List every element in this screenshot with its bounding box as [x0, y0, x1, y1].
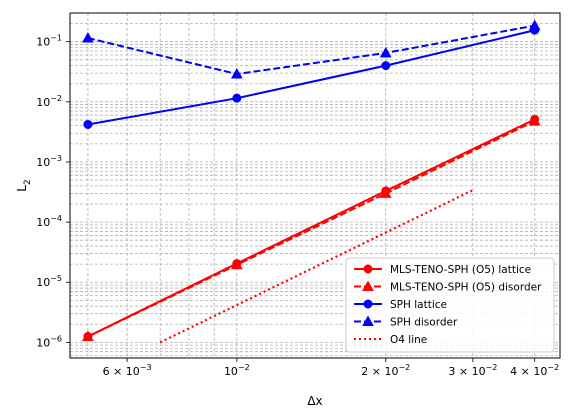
- y-tick-label: 10−4: [36, 214, 62, 229]
- data-point: [381, 61, 391, 71]
- series-1: [82, 114, 541, 342]
- legend: MLS-TENO-SPH (O5) lattice MLS-TENO-SPH (O…: [345, 257, 555, 353]
- legend-label: O4 line: [390, 334, 427, 346]
- y-axis-label: L2: [15, 179, 33, 191]
- series-3: [82, 19, 541, 79]
- x-tick-label: 3 × 10−2: [448, 363, 497, 378]
- x-tick-label: 2 × 10−2: [361, 363, 410, 378]
- legend-label: MLS-TENO-SPH (O5) disorder: [390, 282, 542, 294]
- y-tick-label: 10−6: [36, 334, 62, 349]
- legend-label: SPH lattice: [390, 299, 447, 311]
- data-point: [528, 114, 541, 126]
- x-tick-label: 6 × 10−3: [103, 363, 152, 378]
- legend-marker: [363, 299, 373, 309]
- data-point: [83, 119, 93, 129]
- y-tick-label: 10−3: [36, 154, 62, 169]
- legend-label: MLS-TENO-SPH (O5) lattice: [390, 264, 531, 276]
- series-line: [87, 24, 535, 76]
- data-point: [82, 330, 94, 342]
- data-point: [230, 258, 243, 270]
- y-tick-label: 10−5: [36, 274, 62, 289]
- x-tick-label: 10−2: [224, 363, 250, 378]
- series-layer: [82, 19, 541, 344]
- series-2: [83, 25, 540, 129]
- x-tick-label: 4 × 10−2: [510, 363, 559, 378]
- data-point: [379, 187, 392, 198]
- legend-marker: [362, 315, 374, 326]
- data-point: [379, 46, 392, 58]
- series-line: [87, 120, 536, 338]
- y-tick-label: 10−1: [36, 34, 62, 49]
- x-axis-label: Δx: [307, 394, 322, 408]
- legend-label: SPH disorder: [390, 317, 458, 329]
- legend-marker: [363, 264, 373, 274]
- axis-ticks: 6 × 10−3 10−2 2 × 10−2 3 × 10−2 4 × 10−2 10−6…: [36, 34, 559, 378]
- data-point: [528, 19, 541, 31]
- data-point: [230, 67, 243, 79]
- plot-frame: [69, 12, 561, 359]
- data-point: [232, 93, 242, 103]
- legend-marker: [362, 280, 374, 291]
- legend-box: [345, 257, 555, 353]
- data-point: [82, 32, 94, 43]
- y-tick-label: 10−2: [36, 94, 62, 109]
- series-line: [87, 29, 535, 126]
